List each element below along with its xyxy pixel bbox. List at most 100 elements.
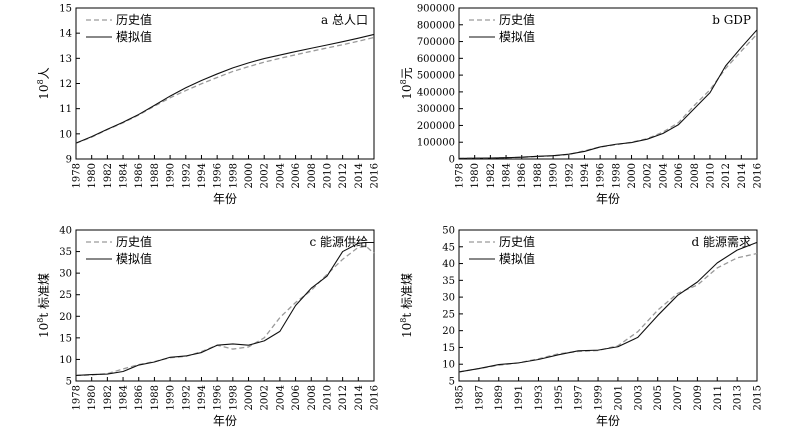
y-tick-label: 14 — [59, 29, 72, 40]
y-axis-label-exponent: 8 — [36, 79, 45, 84]
x-tick-label: 1986 — [134, 163, 145, 188]
legend-label: 历史值 — [499, 12, 535, 27]
y-axis-label-exponent: 8 — [36, 318, 45, 323]
x-tick-label: 1994 — [580, 163, 591, 188]
x-tick-label: 2012 — [721, 163, 732, 188]
panel-title: a 总人口 — [321, 13, 368, 27]
x-tick-label: 1994 — [197, 163, 208, 188]
x-tick-label: 2002 — [643, 163, 654, 188]
y-tick-label: 100000 — [417, 138, 455, 149]
x-tick-label: 1992 — [181, 385, 192, 410]
series-line-historical — [458, 252, 758, 373]
x-tick-label: 1984 — [119, 163, 130, 188]
y-axis-label-unit: t 标准煤 — [400, 273, 414, 318]
y-axis-label-unit: t 标准煤 — [37, 273, 51, 318]
y-tick-label: 400000 — [417, 87, 455, 98]
x-tick-label: 1993 — [534, 385, 545, 410]
y-tick-label: 50 — [442, 226, 455, 237]
x-tick-label: 1992 — [564, 163, 575, 188]
y-tick-label: 10 — [59, 355, 72, 366]
y-axis-label: 108元 — [399, 67, 414, 99]
x-tick-label: 2016 — [753, 163, 764, 188]
x-tick-label: 2015 — [753, 385, 764, 410]
series-line-historical — [75, 245, 375, 377]
y-axis-label-base: 10 — [400, 323, 414, 338]
y-tick-label: 30 — [442, 293, 455, 304]
x-tick-label: 1997 — [574, 385, 585, 410]
x-tick-label: 2011 — [713, 385, 724, 410]
x-tick-label: 1998 — [228, 163, 239, 188]
y-axis-label: 108人 — [36, 67, 51, 99]
legend-label: 历史值 — [116, 12, 152, 27]
y-tick-label: 12 — [59, 79, 72, 90]
series-line-simulated — [75, 241, 374, 376]
y-axis-label: 108t 标准煤 — [36, 273, 51, 338]
x-tick-label: 2012 — [338, 385, 349, 410]
y-tick-label: 300000 — [417, 104, 455, 115]
x-tick-label: 2002 — [260, 385, 271, 410]
series-line-simulated — [458, 29, 758, 159]
series-line-simulated — [458, 241, 758, 373]
x-tick-label: 2010 — [705, 163, 716, 188]
x-tick-label: 2009 — [693, 385, 704, 410]
x-axis-label: 年份 — [596, 414, 620, 427]
x-tick-label: 2006 — [674, 163, 685, 188]
x-tick-label: 1990 — [166, 385, 177, 410]
x-tick-label: 2014 — [737, 163, 748, 188]
legend-label: 历史值 — [499, 234, 535, 249]
y-tick-label: 15 — [59, 333, 72, 344]
y-axis-label-base: 10 — [400, 84, 414, 99]
x-tick-label: 1996 — [596, 163, 607, 188]
x-tick-label: 1984 — [119, 385, 130, 410]
x-tick-label: 2007 — [673, 385, 684, 410]
y-tick-label: 35 — [59, 247, 72, 258]
x-tick-label: 2002 — [260, 163, 271, 188]
plot-frame — [458, 7, 758, 160]
x-tick-label: 1988 — [150, 385, 161, 410]
y-tick-label: 13 — [59, 54, 72, 65]
x-tick-label: 1991 — [514, 385, 525, 410]
y-axis-label-exponent: 8 — [399, 318, 408, 323]
y-tick-label: 25 — [59, 290, 72, 301]
panel-title: c 能源供给 — [309, 235, 368, 249]
x-tick-label: 1986 — [517, 163, 528, 188]
series-line-simulated — [75, 33, 375, 144]
y-tick-label: 9 — [66, 155, 72, 166]
y-axis-label-unit: 人 — [37, 67, 51, 79]
panel-title: d 能源需求 — [692, 235, 752, 249]
x-tick-label: 2013 — [733, 385, 744, 410]
y-tick-label: 40 — [442, 259, 455, 270]
y-tick-label: 800000 — [417, 20, 455, 31]
y-tick-label: 20 — [59, 312, 72, 323]
y-tick-label: 45 — [442, 242, 455, 253]
y-tick-label: 15 — [59, 4, 72, 15]
x-tick-label: 1999 — [594, 385, 605, 410]
legend-label: 模拟值 — [499, 29, 535, 44]
x-axis-label: 年份 — [596, 192, 620, 206]
y-tick-label: 5 — [66, 377, 72, 388]
x-tick-label: 1989 — [494, 385, 505, 410]
y-axis-label: 108t 标准煤 — [399, 273, 414, 338]
series-line-historical — [458, 33, 758, 160]
x-tick-label: 2016 — [370, 385, 381, 410]
x-tick-label: 2005 — [653, 385, 664, 410]
plot-frame — [75, 229, 375, 382]
y-tick-label: 15 — [442, 343, 455, 354]
y-tick-label: 700000 — [417, 37, 455, 48]
legend-label: 模拟值 — [499, 251, 535, 266]
x-tick-label: 1995 — [554, 385, 565, 410]
x-axis-label: 年份 — [213, 192, 237, 206]
y-tick-label: 0 — [449, 155, 455, 166]
x-tick-label: 2008 — [690, 163, 701, 188]
legend-label: 历史值 — [116, 234, 152, 249]
y-tick-label: 25 — [442, 309, 455, 320]
x-tick-label: 1990 — [549, 163, 560, 188]
x-tick-label: 2012 — [338, 163, 349, 188]
x-tick-label: 2000 — [244, 385, 255, 410]
x-tick-label: 2004 — [275, 163, 286, 188]
